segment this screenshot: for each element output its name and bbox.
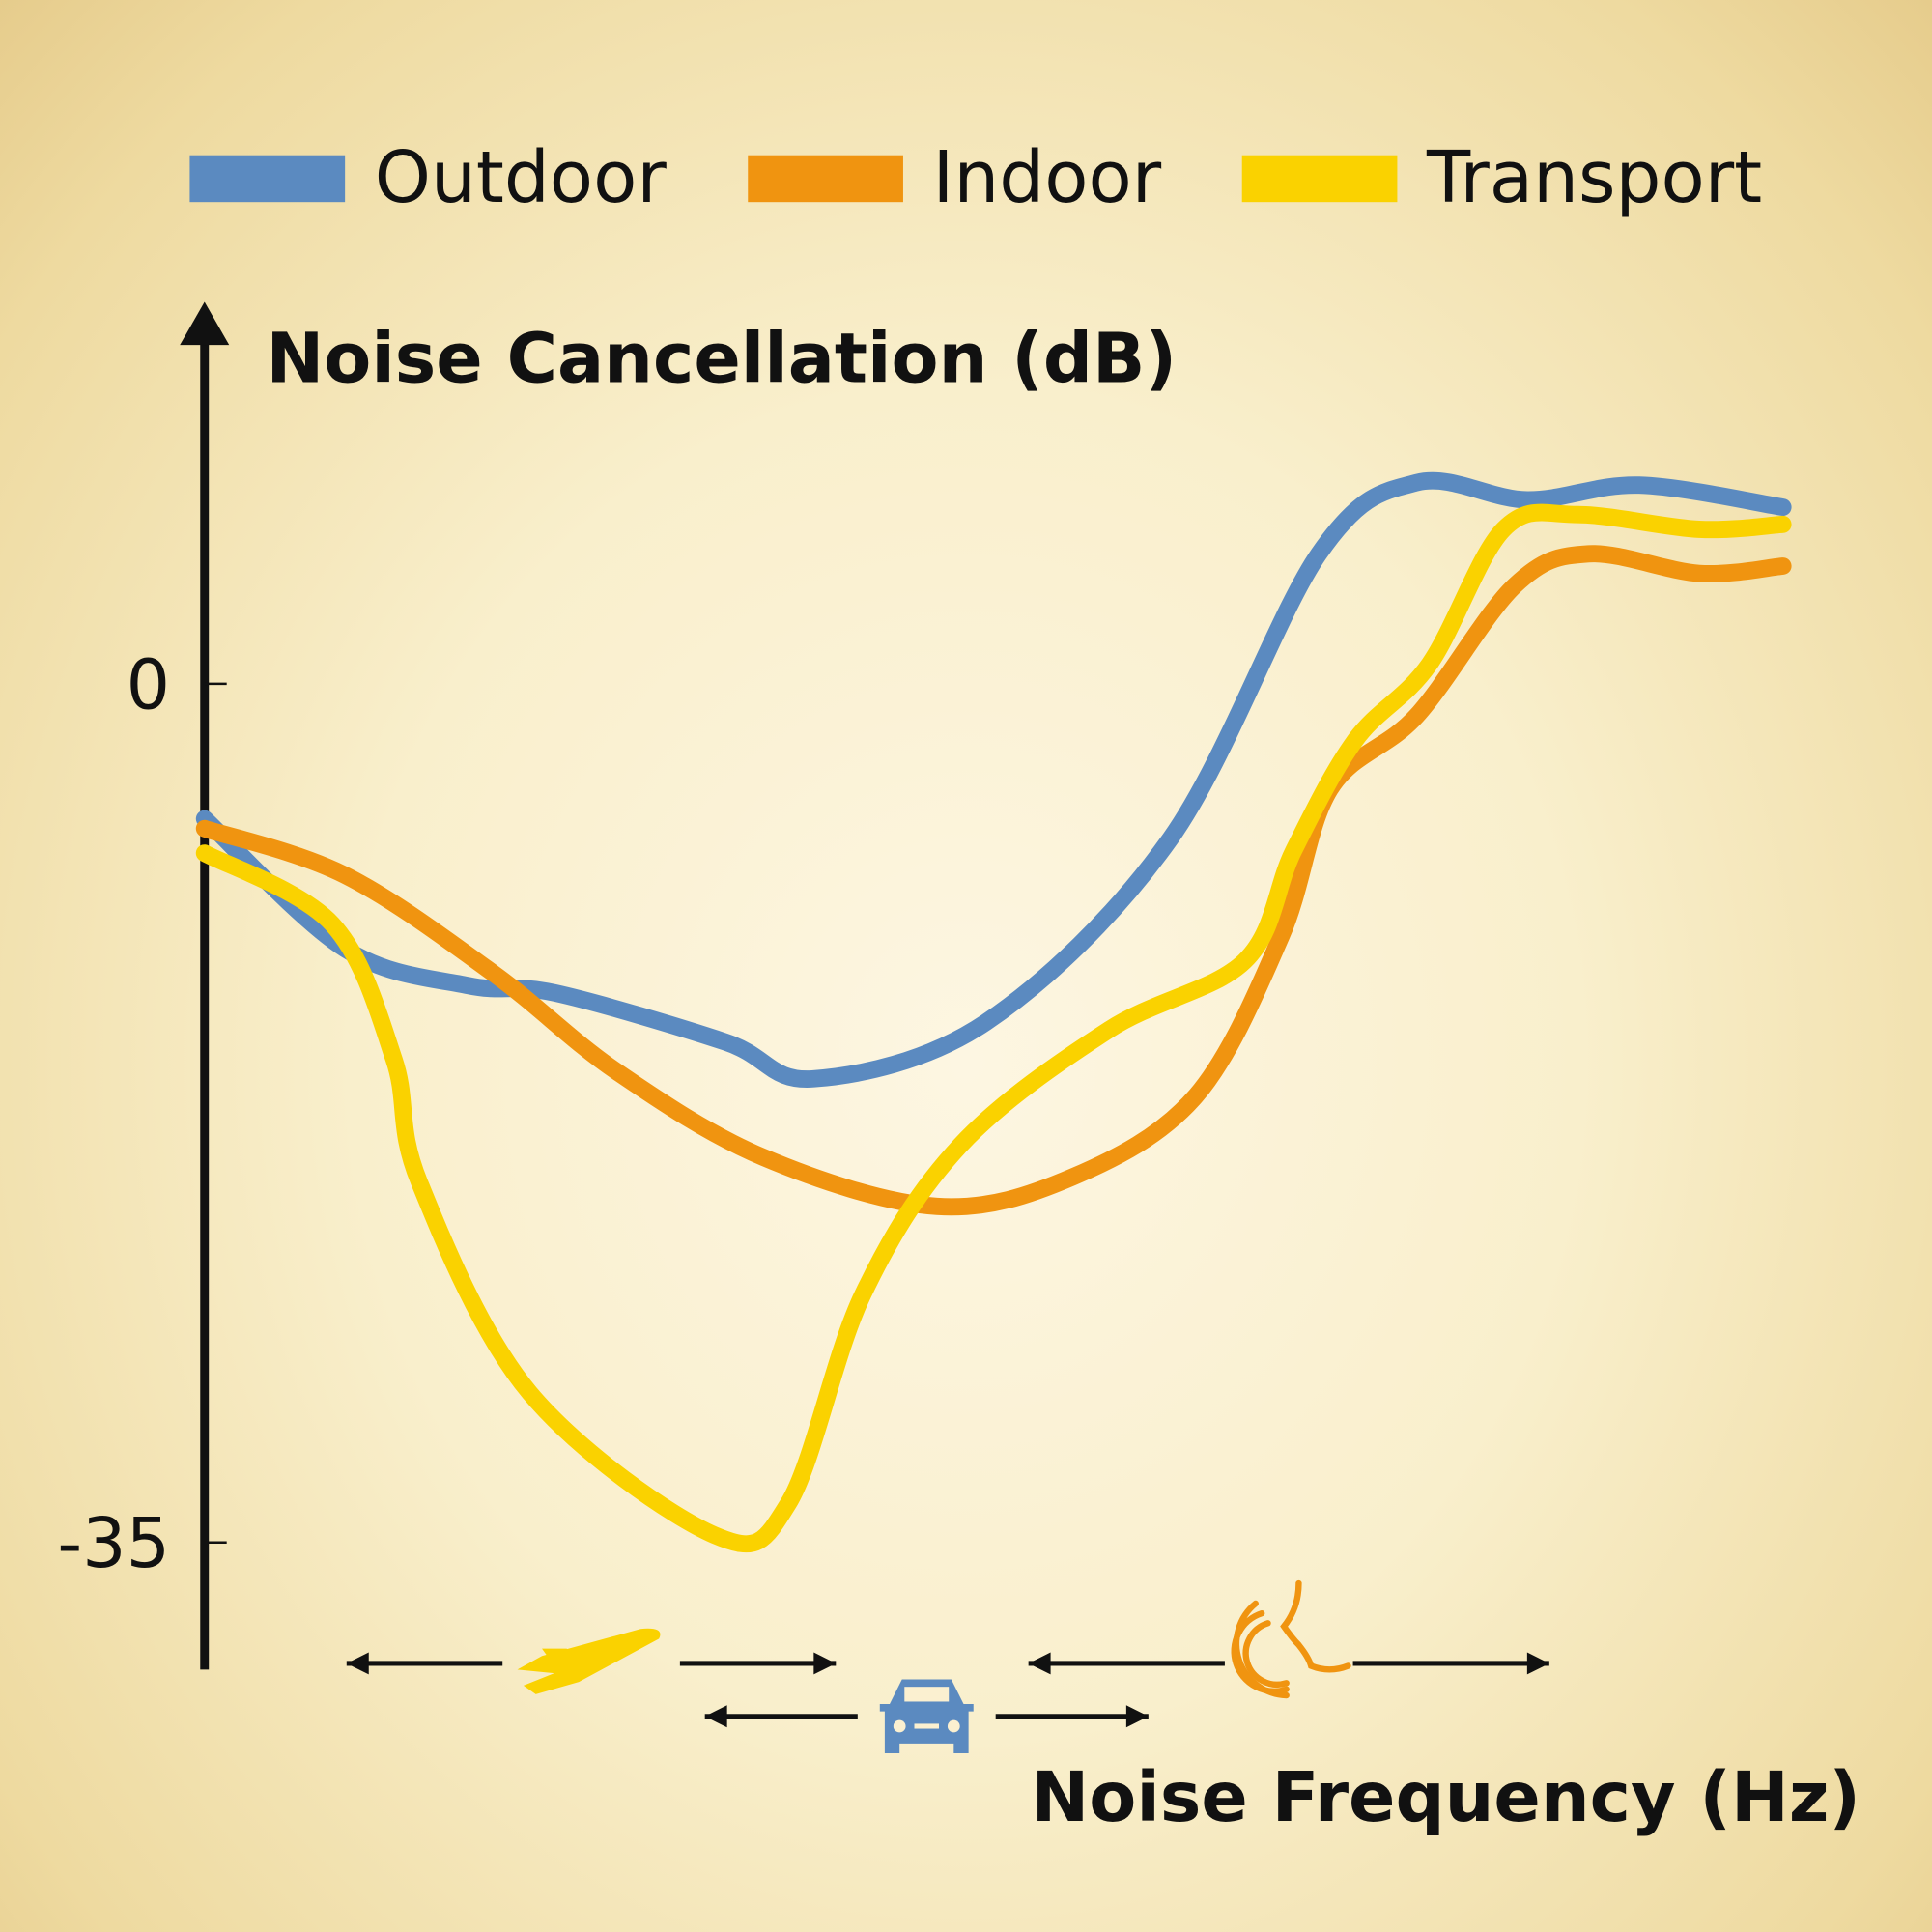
y-axis-label: Noise Cancellation (dB) [267,318,1178,398]
annotation-car [704,1679,1149,1754]
legend-label: Indoor [933,136,1162,219]
y-axis: Noise Cancellation (dB) 0 -35 [57,301,1178,1670]
speaking-head-icon [1231,1579,1351,1699]
y-tick-label: 0 [127,644,170,724]
legend-swatch [189,155,346,203]
legend-label: Outdoor [375,136,668,219]
arrowhead-icon [704,1705,727,1728]
series-line-indoor [195,545,1792,1216]
y-tick-label: -35 [57,1503,170,1583]
arrowhead-icon [1526,1652,1549,1675]
series-line-transport [195,503,1792,1553]
airplane-icon [517,1628,661,1694]
arrowhead-icon [1028,1652,1051,1675]
arrowhead-icon [1125,1705,1149,1728]
x-axis-label: Noise Frequency (Hz) [1032,1757,1861,1837]
legend-swatch [1241,155,1398,203]
annotation-airplane [346,1628,837,1694]
legend-item-transport: Transport [1241,136,1762,219]
legend-item-outdoor: Outdoor [189,136,667,219]
legend: Outdoor Indoor Transport [189,136,1762,219]
annotation-speaking-head [1028,1579,1549,1699]
y-axis-arrow-icon [180,301,230,346]
arrowhead-icon [346,1652,369,1675]
car-icon [879,1679,974,1754]
legend-swatch [748,155,903,203]
arrowhead-icon [813,1652,837,1675]
legend-label: Transport [1426,136,1762,219]
frequency-annotations [346,1579,1549,1754]
series-line-outdoor [195,471,1792,1088]
legend-item-indoor: Indoor [748,136,1162,219]
